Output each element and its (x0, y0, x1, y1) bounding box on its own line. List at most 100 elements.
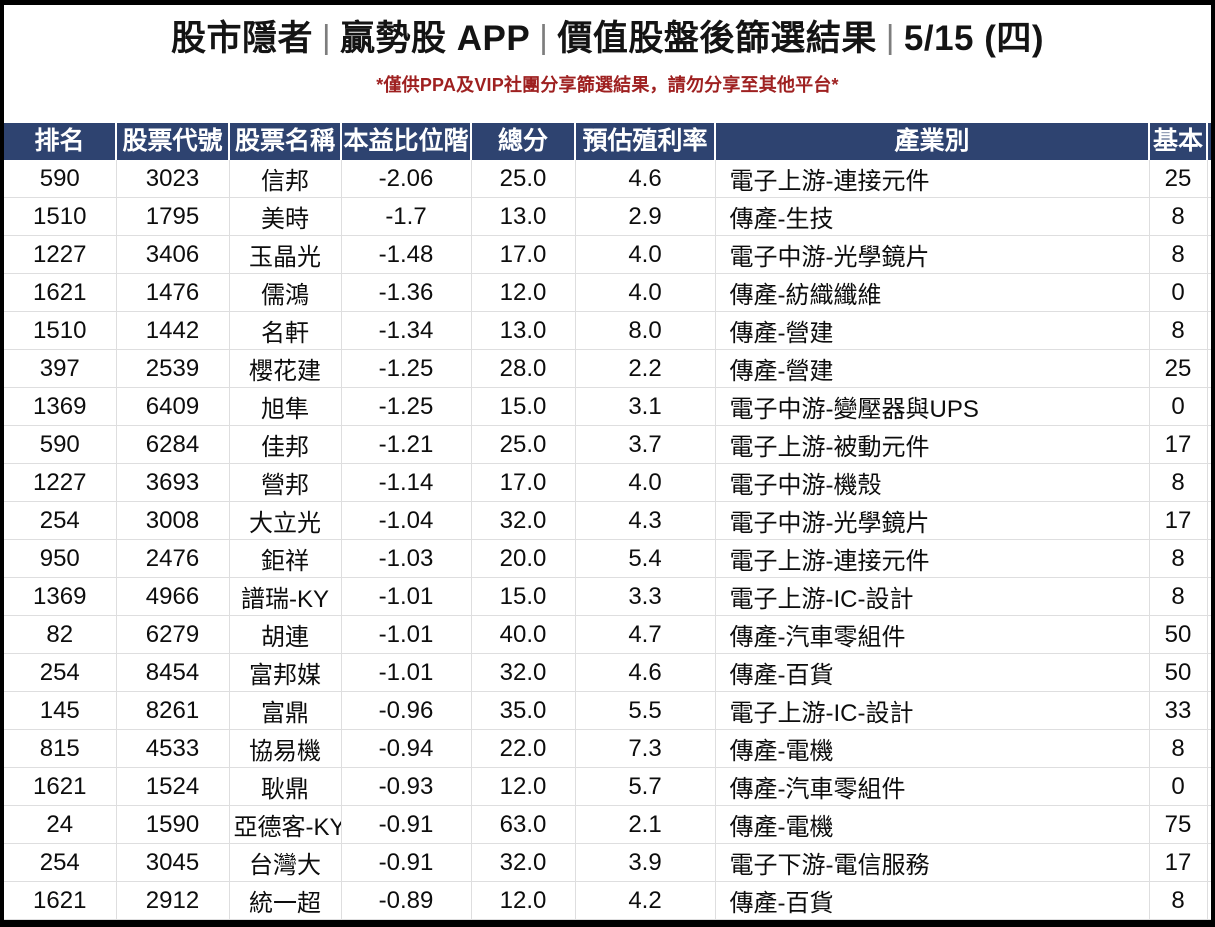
cell-industry: 電子中游-變壓器與UPS (714, 387, 1150, 426)
cell-rank: 1621 (4, 881, 117, 920)
cell-name: 儒鴻 (228, 273, 342, 312)
cell-rank: 1621 (4, 273, 117, 312)
column-header-tech[interactable]: 技術 (1206, 123, 1211, 160)
cell-industry: 電子中游-光學鏡片 (714, 501, 1150, 540)
cell-tech: 27 (1206, 159, 1211, 198)
cell-industry: 電子中游-機殼 (714, 463, 1150, 502)
column-header-industry[interactable]: 產業別 (714, 123, 1150, 160)
cell-yield: 4.6 (574, 653, 716, 692)
cell-code: 2912 (115, 881, 230, 920)
cell-code: 1442 (115, 311, 230, 350)
cell-code: 3045 (115, 843, 230, 882)
cell-basic: 0 (1148, 387, 1208, 426)
column-header-score[interactable]: 總分 (470, 123, 576, 160)
column-header-code[interactable]: 股票代號 (115, 123, 230, 160)
cell-yield: 4.7 (574, 615, 716, 654)
cell-pe_rank: -2.06 (340, 159, 472, 198)
cell-code: 4533 (115, 729, 230, 768)
cell-basic: 17 (1148, 501, 1208, 540)
cell-yield: 2.2 (574, 349, 716, 388)
cell-tech: 20 (1206, 881, 1211, 920)
cell-tech: 33 (1206, 387, 1211, 426)
cell-rank: 590 (4, 425, 117, 464)
title-part-subject: 價值股盤後篩選結果 (557, 19, 877, 58)
cell-rank: 950 (4, 539, 117, 578)
cell-yield: 5.4 (574, 539, 716, 578)
cell-tech: 27 (1206, 273, 1211, 312)
cell-tech: 27 (1206, 615, 1211, 654)
title-separator: | (321, 18, 332, 55)
cell-pe_rank: -1.25 (340, 349, 472, 388)
cell-rank: 815 (4, 729, 117, 768)
cell-pe_rank: -0.96 (340, 691, 472, 730)
cell-name: 佳邦 (228, 425, 342, 464)
cell-pe_rank: -1.7 (340, 197, 472, 236)
column-header-rank[interactable]: 排名 (4, 123, 117, 160)
cell-score: 17.0 (470, 235, 576, 274)
column-header-name[interactable]: 股票名稱 (228, 123, 342, 160)
cell-basic: 17 (1148, 425, 1208, 464)
cell-rank: 1369 (4, 387, 117, 426)
cell-industry: 電子上游-連接元件 (714, 539, 1150, 578)
cell-basic: 50 (1148, 615, 1208, 654)
cell-name: 協易機 (228, 729, 342, 768)
cell-pe_rank: -1.36 (340, 273, 472, 312)
column-header-pe-rank[interactable]: 本益比位階 (340, 123, 472, 160)
cell-tech: 67 (1206, 843, 1211, 882)
cell-tech: 40 (1206, 349, 1211, 388)
cell-score: 17.0 (470, 463, 576, 502)
cell-industry: 電子上游-IC-設計 (714, 691, 1150, 730)
cell-industry: 傳產-營建 (714, 349, 1150, 388)
column-header-basic[interactable]: 基本 (1148, 123, 1208, 160)
cell-name: 玉晶光 (228, 235, 342, 274)
cell-pe_rank: -1.01 (340, 653, 472, 692)
cell-yield: 4.3 (574, 501, 716, 540)
title-separator: | (885, 18, 895, 55)
cell-basic: 8 (1148, 235, 1208, 274)
cell-code: 6284 (115, 425, 230, 464)
column-header-yield[interactable]: 預估殖利率 (574, 123, 716, 160)
cell-code: 3693 (115, 463, 230, 502)
cell-name: 櫻花建 (228, 349, 342, 388)
cell-code: 8261 (115, 691, 230, 730)
cell-pe_rank: -1.01 (340, 615, 472, 654)
cell-rank: 254 (4, 843, 117, 882)
table-header-row: 排名 股票代號 股票名稱 本益比位階 總分 預估殖利率 產業別 基本 技術 籌碼 (4, 123, 1211, 160)
cell-industry: 傳產-百貨 (714, 653, 1150, 692)
cell-score: 12.0 (470, 273, 576, 312)
cell-pe_rank: -0.91 (340, 843, 472, 882)
cell-pe_rank: -1.03 (340, 539, 472, 578)
cell-industry: 傳產-汽車零組件 (714, 767, 1150, 806)
cell-basic: 8 (1148, 463, 1208, 502)
cell-code: 2476 (115, 539, 230, 578)
cell-industry: 電子下游-電信服務 (714, 843, 1150, 882)
cell-name: 鉅祥 (228, 539, 342, 578)
cell-rank: 82 (4, 615, 117, 654)
cell-rank: 254 (4, 501, 117, 540)
cell-score: 12.0 (470, 881, 576, 920)
cell-yield: 4.0 (574, 235, 716, 274)
title-separator: | (539, 18, 549, 55)
cell-yield: 4.0 (574, 273, 716, 312)
